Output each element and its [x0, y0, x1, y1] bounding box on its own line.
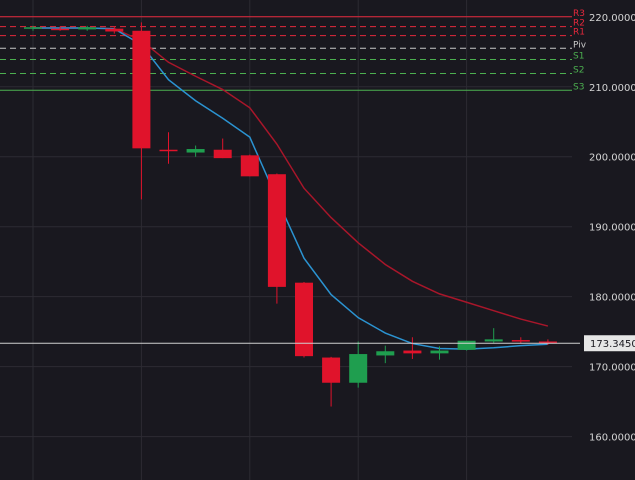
candle-body[interactable] — [132, 30, 151, 149]
pivot-label-s1: S1 — [573, 51, 584, 61]
candle-body[interactable] — [295, 282, 313, 357]
pivot-label-r3: R3 — [573, 9, 585, 19]
pivot-label-piv: Piv — [573, 40, 587, 50]
candle[interactable] — [538, 339, 557, 345]
candle-body[interactable] — [240, 155, 259, 177]
candle[interactable] — [267, 173, 286, 304]
price-axis[interactable]: 220.0000 210.0000 200.0000 190.0000 180.0000… — [589, 13, 635, 444]
candle[interactable] — [213, 138, 232, 159]
candle[interactable] — [295, 281, 313, 358]
candle-body[interactable] — [159, 149, 178, 152]
candle[interactable] — [78, 25, 97, 31]
candle-body[interactable] — [403, 350, 422, 354]
candle[interactable] — [24, 25, 42, 31]
candle[interactable] — [511, 337, 530, 344]
candle-body[interactable] — [186, 149, 205, 153]
candle-body[interactable] — [322, 357, 341, 383]
candle-body[interactable] — [267, 174, 286, 287]
y-tick-label: 200.0000 — [589, 153, 635, 164]
candle-body[interactable] — [24, 27, 42, 29]
candle[interactable] — [484, 328, 503, 343]
pivot-label-r2: R2 — [573, 19, 585, 29]
candle[interactable] — [51, 26, 70, 31]
pivot-label-s2: S2 — [573, 65, 584, 75]
candle[interactable] — [105, 26, 124, 34]
candle-body[interactable] — [457, 340, 476, 350]
y-tick-label: 160.0000 — [589, 433, 635, 444]
candle-body[interactable] — [349, 354, 368, 383]
last-price-value: 173.3450 — [590, 339, 635, 350]
candle-body[interactable] — [484, 339, 503, 342]
candle-body[interactable] — [376, 351, 395, 356]
candle-body[interactable] — [213, 149, 232, 159]
last-price-tag — [584, 335, 635, 352]
candle[interactable] — [457, 340, 476, 351]
candle[interactable] — [240, 154, 259, 177]
y-tick-label: 210.0000 — [589, 83, 635, 94]
pivot-label-r1: R1 — [573, 28, 585, 38]
candle[interactable] — [132, 22, 151, 200]
candle[interactable] — [186, 145, 205, 157]
candle-body[interactable] — [105, 28, 124, 32]
candle[interactable] — [376, 345, 395, 364]
candle[interactable] — [322, 356, 341, 407]
y-tick-label: 180.0000 — [589, 293, 635, 304]
y-tick-label: 220.0000 — [589, 13, 635, 24]
candle[interactable] — [403, 337, 422, 359]
candle-body[interactable] — [538, 341, 557, 344]
pivot-label-s3: S3 — [573, 82, 584, 92]
candle[interactable] — [159, 132, 178, 164]
grid-layer — [0, 0, 572, 480]
candle-body[interactable] — [51, 28, 70, 31]
candle[interactable] — [349, 341, 368, 388]
candle-body[interactable] — [511, 340, 530, 342]
candle[interactable] — [430, 346, 449, 360]
y-tick-label: 170.0000 — [589, 363, 635, 374]
last-price-indicator: 173.3450 — [0, 335, 635, 352]
candles[interactable] — [24, 22, 557, 407]
candle-body[interactable] — [78, 27, 97, 30]
y-tick-label: 190.0000 — [589, 223, 635, 234]
candle-body[interactable] — [430, 350, 449, 354]
